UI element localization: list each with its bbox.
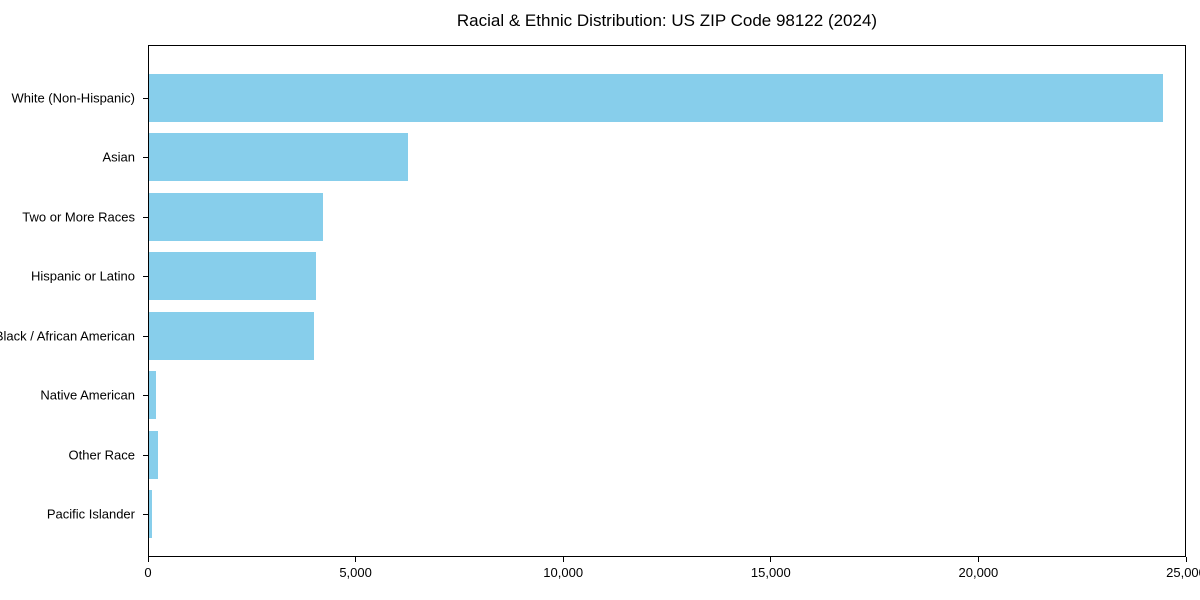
bar-row-native-american <box>149 366 1185 426</box>
bar-row-other-race <box>149 425 1185 485</box>
x-tick-label-20-000: 20,000 <box>958 565 999 580</box>
x-tick-mark <box>770 557 772 562</box>
x-tick-label-15-000: 15,000 <box>750 565 791 580</box>
bar-other-race <box>149 430 158 479</box>
x-tick-label-25-000: 25,000 <box>1166 565 1200 580</box>
bar-native-american <box>149 371 157 420</box>
y-tick-mark <box>143 97 148 99</box>
y-tick-label-asian: Asian <box>102 149 135 165</box>
bar-row-two-or-more-races <box>149 187 1185 247</box>
bar-row-pacific-islander <box>149 485 1185 545</box>
bar-pacific-islander <box>149 490 153 539</box>
bar-two-or-more-races <box>149 192 324 241</box>
y-tick-label-black-african-american: Black / African American <box>0 328 135 344</box>
chart-title: Racial & Ethnic Distribution: US ZIP Cod… <box>456 11 878 30</box>
x-tick-label-5-000: 5,000 <box>339 565 372 580</box>
bar-row-hispanic-or-latino <box>149 247 1185 307</box>
y-tick-mark <box>143 454 148 456</box>
bar-hispanic-or-latino <box>149 252 316 301</box>
x-axis: 0 5,000 10,000 15,000 20,000 25,000 <box>144 557 1200 593</box>
y-tick-mark <box>143 514 148 516</box>
y-axis: White (Non-Hispanic) Asian Two or More Rac… <box>0 45 148 557</box>
x-tick-mark <box>147 557 149 562</box>
y-tick-mark <box>143 276 148 278</box>
x-tick-mark <box>562 557 564 562</box>
bar-white-non-hispanic <box>149 73 1163 122</box>
x-tick-mark <box>1185 557 1187 562</box>
bar-row-white-non-hispanic <box>149 68 1185 128</box>
y-tick-mark <box>143 157 148 159</box>
bar-asian <box>149 133 408 182</box>
x-tick-label-0: 0 <box>144 565 152 580</box>
y-tick-label-hispanic-or-latino: Hispanic or Latino <box>30 268 135 284</box>
y-tick-label-pacific-islander: Pacific Islander <box>46 506 135 522</box>
y-tick-mark <box>143 395 148 397</box>
y-tick-label-two-or-more-races: Two or More Races <box>22 209 135 225</box>
y-tick-mark <box>143 335 148 337</box>
bar-row-asian <box>149 128 1185 188</box>
bar-black-african-american <box>149 311 315 360</box>
x-tick-mark <box>977 557 979 562</box>
x-tick-label-10-000: 10,000 <box>543 565 584 580</box>
y-tick-label-native-american: Native American <box>40 387 135 403</box>
x-tick-mark <box>355 557 357 562</box>
y-tick-label-white-non-hispanic: White (Non-Hispanic) <box>11 90 135 106</box>
plot-area <box>148 45 1186 557</box>
y-tick-mark <box>143 216 148 218</box>
bar-row-black-african-american <box>149 306 1185 366</box>
y-tick-label-other-race: Other Race <box>68 447 135 463</box>
